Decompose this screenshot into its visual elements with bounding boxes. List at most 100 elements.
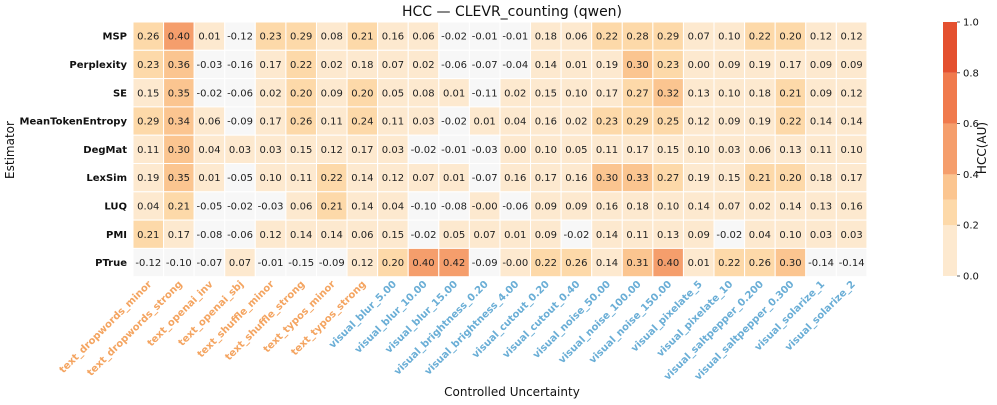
row-label: LUQ [104,201,127,212]
cell-value-label: -0.02 [441,117,467,128]
heatmap-cell [438,191,470,221]
cell-value-label: 0.09 [718,117,740,128]
heatmap-cell [621,106,654,136]
heatmap-cell [407,219,440,249]
colorbar-tick-label: 0.0 [963,272,979,283]
heatmap-cell [591,191,623,221]
cell-value-label: -0.02 [441,32,467,43]
cell-value-label: -0.11 [472,88,498,99]
cell-value-label: -0.06 [502,201,528,212]
cell-value-label: 0.18 [749,88,771,99]
cell-value-label: 0.17 [351,145,373,156]
cell-value-label: -0.03 [258,201,284,212]
row-label: PMI [106,230,127,241]
cell-value-label: -0.03 [197,60,223,71]
cell-value-label: 0.19 [749,60,771,71]
heatmap-cell [499,49,532,80]
heatmap-cells: 0.26 0.40 0.01 -0.12 0.23 0.29 0.08 0.21 0.16 0.0… [132,21,868,278]
cell-value-label: -0.02 [716,230,742,241]
cell-value-label: 0.17 [840,173,862,184]
cell-value-label: 0.14 [351,173,373,184]
x-axis-title: Controlled Uncertainty [444,385,580,399]
cell-value-label: -0.12 [135,258,161,269]
cell-value-label: -0.14 [839,258,865,269]
cell-value-label: 0.40 [168,32,190,43]
cell-value-label: 0.03 [810,230,832,241]
cell-value-label: 0.09 [535,201,557,212]
cell-value-label: 0.34 [168,117,190,128]
cell-value-label: 0.07 [229,258,251,269]
heatmap-cell [254,191,287,221]
heatmap-cell [530,134,562,164]
heatmap-cell [163,247,195,278]
cell-value-label: 0.17 [168,230,190,241]
heatmap-cell [346,78,379,108]
heatmap-cell [591,247,623,278]
heatmap-cell [805,219,837,249]
heatmap-cell [132,163,165,193]
cell-value-label: -0.12 [227,32,253,43]
cell-value-label: 0.09 [688,230,710,241]
heatmap-cell [407,106,440,136]
heatmap-cell [835,219,868,249]
heatmap-cell [377,134,409,164]
cell-value-label: 0.18 [810,173,832,184]
cell-value-label: 0.18 [626,201,648,212]
cell-value-label: 0.15 [718,173,740,184]
row-labels: MSP Perplexity SE MeanTokenEntropy DegMat Lex… [20,32,128,269]
cell-value-label: 0.08 [412,88,434,99]
cell-value-label: 0.03 [840,230,862,241]
heatmap-cell [254,247,287,278]
cell-value-label: 0.14 [779,201,801,212]
cell-value-label: 0.17 [259,117,281,128]
heatmap-cell [224,106,256,136]
colorbar-tick-label: 0.2 [963,221,979,232]
cell-value-label: 0.22 [321,173,343,184]
cell-value-label: -0.10 [166,258,192,269]
heatmap-cell [774,191,807,221]
colorbar-segment [943,174,957,200]
heatmap-cell [254,219,287,249]
cell-value-label: 0.31 [626,258,648,269]
heatmap-cell [774,21,807,51]
heatmap-cell [193,134,226,164]
cell-value-label: -0.02 [227,201,253,212]
heatmap-cell [499,106,532,136]
cell-value-label: -0.09 [472,258,498,269]
cell-value-label: -0.06 [227,230,253,241]
heatmap-cell [713,134,746,164]
heatmap-cell [315,163,348,193]
cell-value-label: 0.22 [779,117,801,128]
heatmap-cell [224,191,256,221]
cell-value-label: 0.10 [718,32,740,43]
cell-value-label: 0.35 [168,88,190,99]
heatmap-cell [193,49,226,80]
cell-value-label: 0.42 [443,258,465,269]
cell-value-label: -0.08 [441,201,467,212]
cell-value-label: 0.07 [718,201,740,212]
heatmap-cell [438,78,470,108]
cell-value-label: 0.20 [351,88,373,99]
cell-value-label: 0.06 [412,32,434,43]
cell-value-label: -0.02 [411,230,437,241]
heatmap-cell [560,247,593,278]
heatmap-cell [438,219,470,249]
cell-value-label: 0.01 [198,32,220,43]
cell-value-label: 0.35 [168,173,190,184]
cell-value-label: 0.14 [688,201,710,212]
cell-value-label: 0.11 [137,145,159,156]
heatmap-cell [163,78,195,108]
heatmap-cell [254,106,287,136]
heatmap-cell [468,49,501,80]
heatmap-cell [132,21,165,51]
heatmap-cell [346,247,379,278]
heatmap-cell [591,78,623,108]
heatmap-cell [652,78,684,108]
cell-value-label: 0.19 [688,173,710,184]
row-label: MSP [103,32,127,43]
heatmap-cell [315,134,348,164]
cell-value-label: 0.21 [321,201,343,212]
heatmap-cell [835,106,868,136]
cell-value-label: -0.07 [472,60,498,71]
heatmap-cell [744,21,776,51]
